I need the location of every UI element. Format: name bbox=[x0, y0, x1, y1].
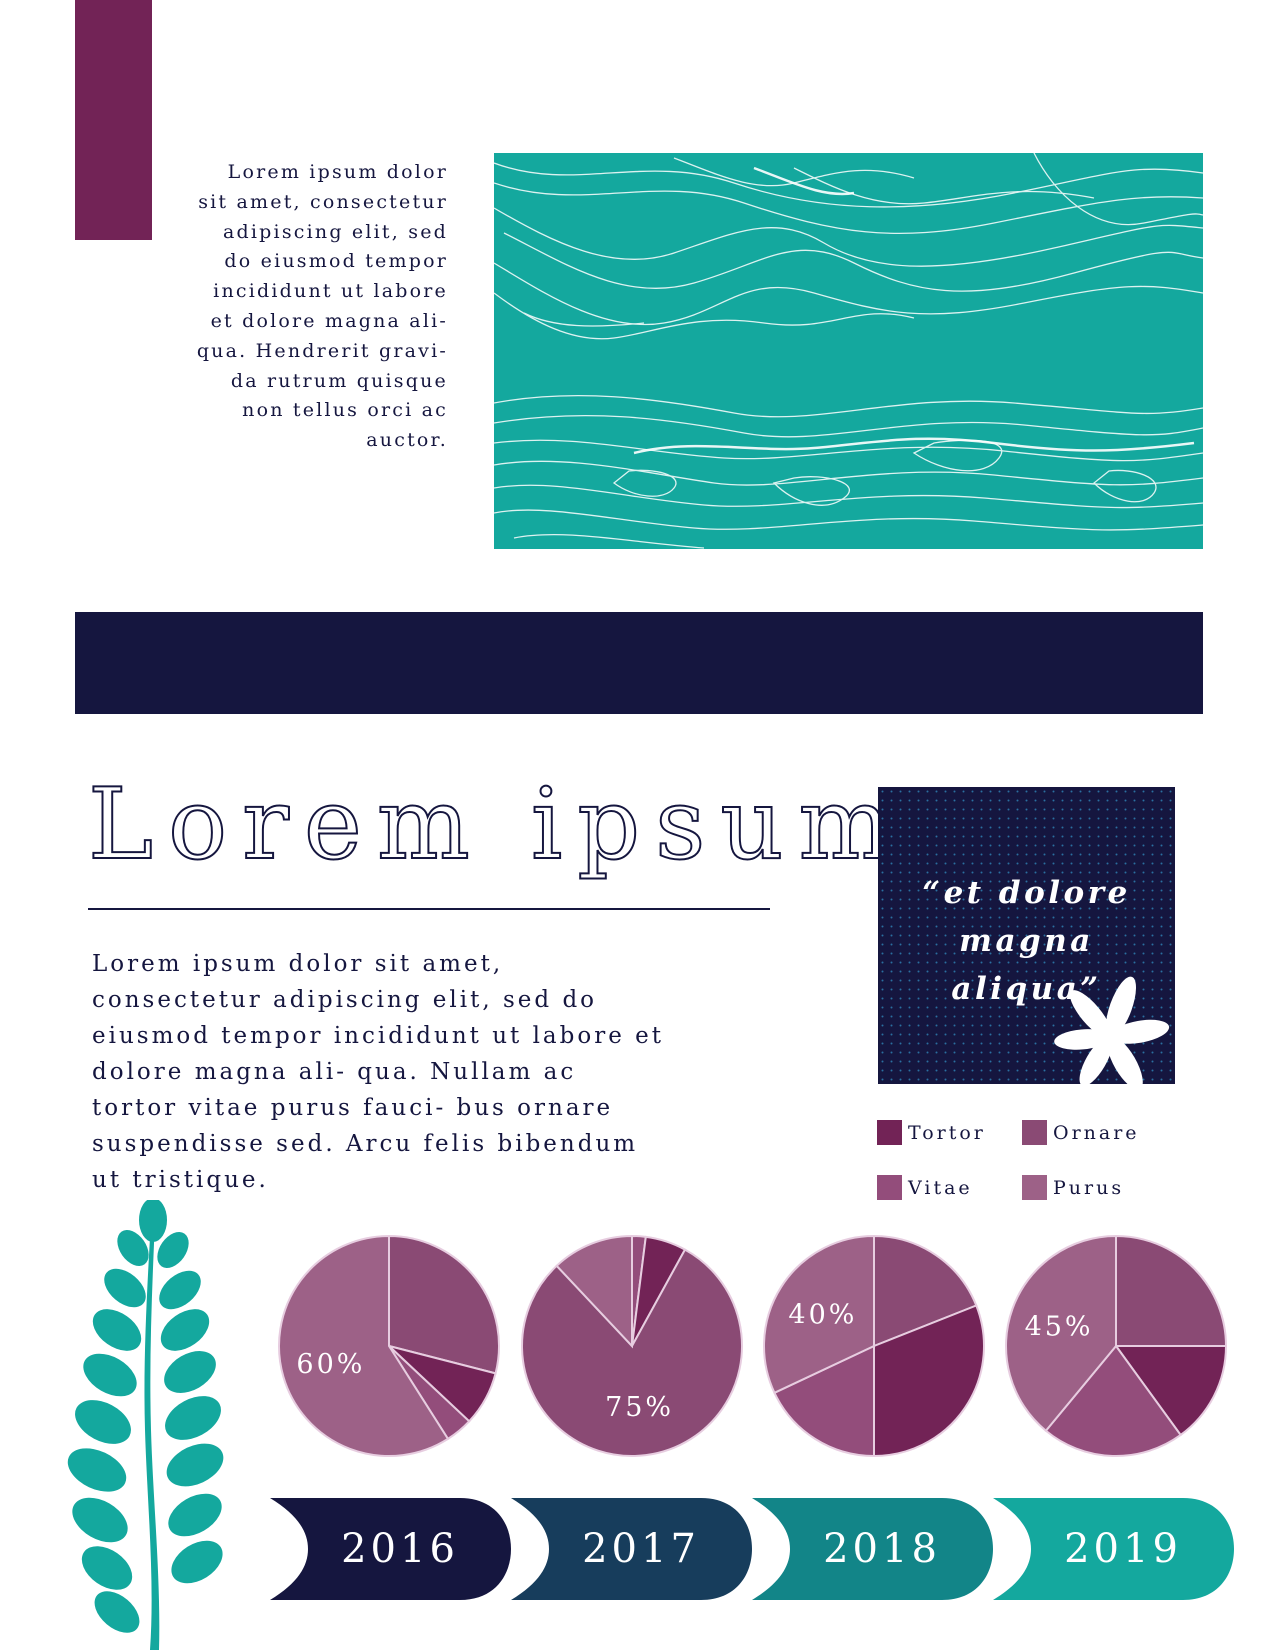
pie-slice-3-purus bbox=[763, 1234, 875, 1395]
legend-item-tortor: Tortor bbox=[877, 1120, 986, 1145]
year-label: 2019 bbox=[1064, 1526, 1182, 1572]
dotted-background bbox=[878, 787, 1175, 1084]
quote-line: magna bbox=[959, 923, 1094, 959]
title-divider bbox=[88, 908, 770, 910]
page-title: Lorem ipsum bbox=[87, 768, 907, 882]
legend-label: Vitae bbox=[908, 1176, 973, 1199]
legend-swatch bbox=[877, 1120, 902, 1145]
body-paragraph: Lorem ipsum dolor sit amet, consectetur … bbox=[92, 951, 664, 1193]
pie-slice-1-purus bbox=[278, 1234, 450, 1457]
quote-line: “et dolore bbox=[922, 875, 1131, 911]
pie-label-1: 60% bbox=[296, 1349, 365, 1380]
legend-item-ornare: Ornare bbox=[1022, 1120, 1140, 1145]
quote-card: “et dolore magna aliqua” bbox=[878, 787, 1175, 1084]
legend-swatch bbox=[877, 1175, 902, 1200]
pie-slice-1-ornare bbox=[388, 1234, 500, 1375]
legend-label: Tortor bbox=[908, 1121, 986, 1144]
year-tab-2018: 2018 bbox=[752, 1498, 993, 1600]
pie-label-4: 45% bbox=[1025, 1312, 1094, 1343]
legend-label: Ornare bbox=[1053, 1121, 1140, 1144]
timeline: 2016 2017 2018 2019 bbox=[270, 1498, 1235, 1600]
pie-slice-3-vitae bbox=[773, 1344, 875, 1458]
legend-label: Purus bbox=[1053, 1176, 1125, 1199]
pull-quote: “et dolore magna aliqua” bbox=[878, 869, 1175, 1013]
year-tab-2016: 2016 bbox=[270, 1498, 511, 1600]
pie-slice-2-ornare bbox=[521, 1248, 743, 1457]
pie-slice-3-tortor bbox=[873, 1304, 985, 1458]
year-label: 2018 bbox=[823, 1526, 941, 1572]
pie-label-3: 40% bbox=[788, 1300, 857, 1331]
year-label: 2016 bbox=[341, 1526, 459, 1572]
chart-legend: Tortor Ornare Vitae Purus bbox=[877, 1120, 1177, 1200]
pie-slice-4-tortor bbox=[1114, 1345, 1228, 1437]
year-tab-2019: 2019 bbox=[993, 1498, 1234, 1600]
pie-slice-4-vitae bbox=[1044, 1344, 1183, 1457]
pie-label-2: 75% bbox=[605, 1392, 674, 1423]
pie-slice-2-purus bbox=[555, 1234, 633, 1349]
legend-swatch bbox=[1022, 1120, 1047, 1145]
legend-swatch bbox=[1022, 1175, 1047, 1200]
year-label: 2017 bbox=[582, 1526, 700, 1572]
legend-item-vitae: Vitae bbox=[877, 1175, 973, 1200]
accent-bar bbox=[75, 0, 152, 240]
quote-line: aliqua” bbox=[951, 971, 1102, 1007]
banner-bar bbox=[75, 612, 1203, 714]
pie-slice-3-ornare bbox=[873, 1234, 978, 1348]
year-tab-2017: 2017 bbox=[511, 1498, 752, 1600]
plant-illustration bbox=[67, 1200, 224, 1650]
pie-slice-4-ornare bbox=[1115, 1234, 1228, 1347]
pie-charts: 60% 75% 40% 45% bbox=[278, 1234, 1228, 1458]
topographic-image bbox=[494, 153, 1203, 549]
intro-paragraph: Lorem ipsum dolor sit amet, consectetur … bbox=[196, 161, 448, 452]
legend-item-purus: Purus bbox=[1022, 1175, 1124, 1200]
flower-icon bbox=[1054, 976, 1170, 1084]
pie-slice-4-purus bbox=[1005, 1234, 1117, 1433]
